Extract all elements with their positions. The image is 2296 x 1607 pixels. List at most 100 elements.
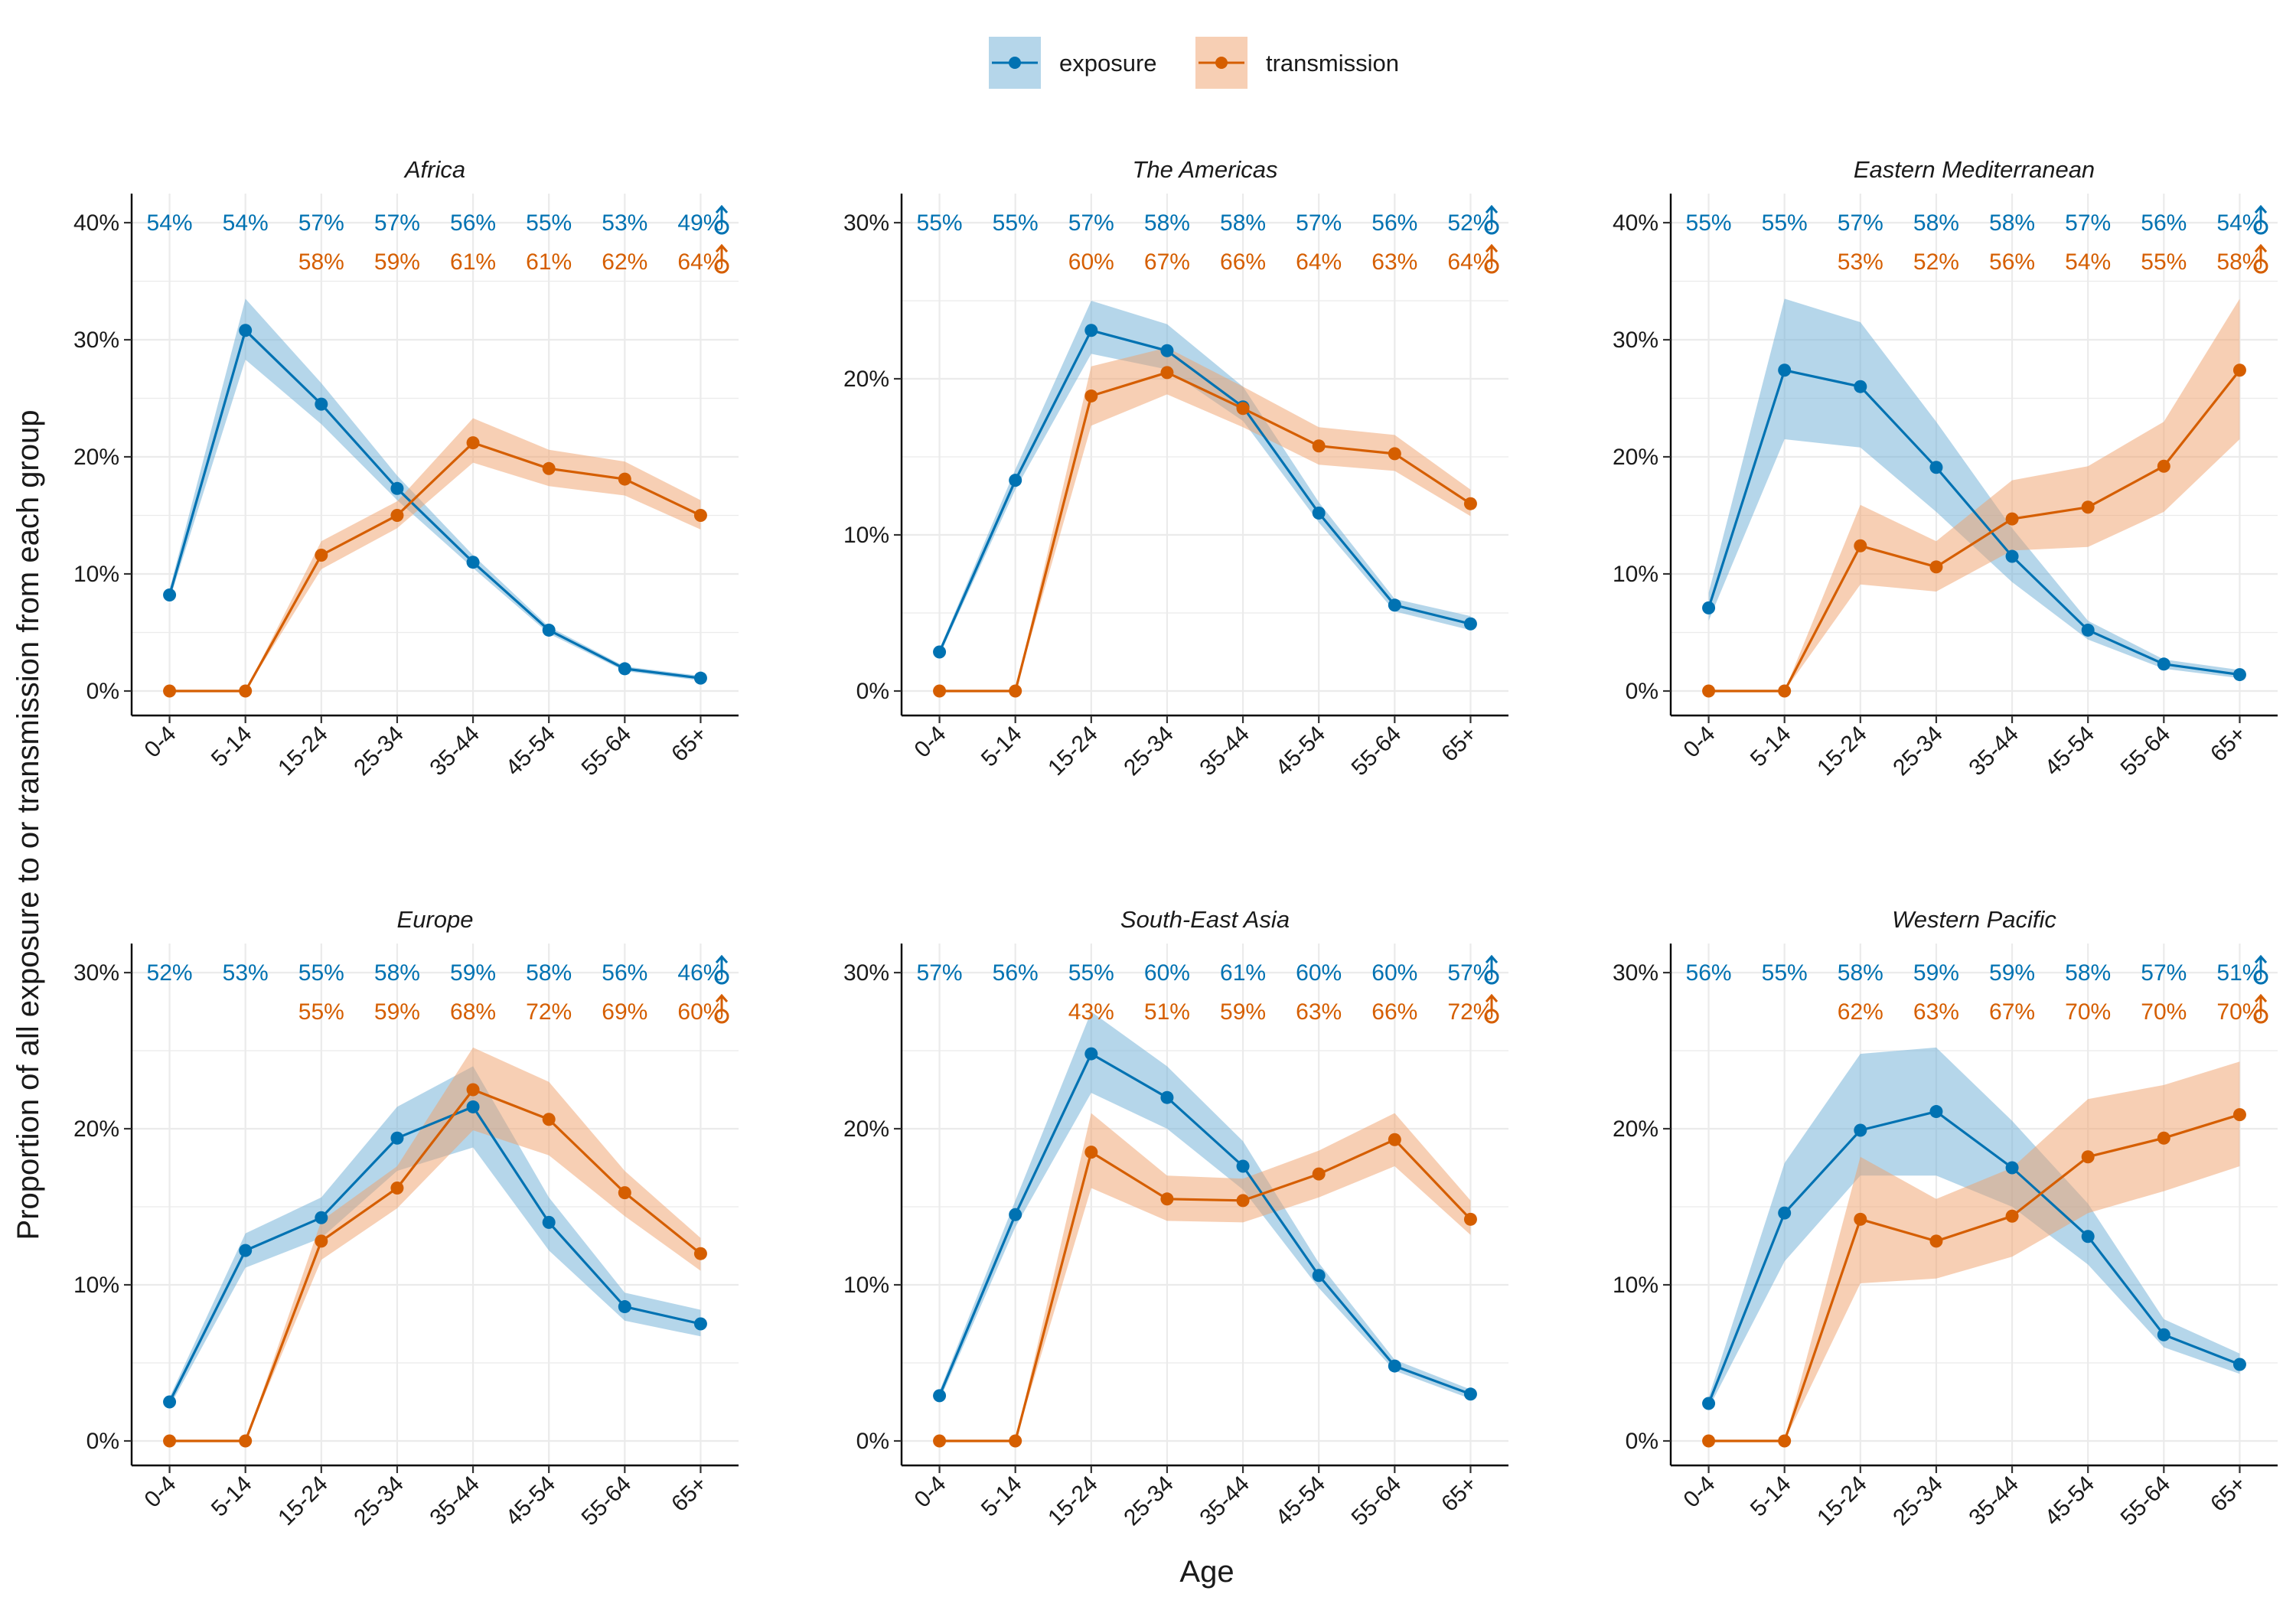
ribbon-transmission-south-east-asia <box>939 1113 1471 1441</box>
legend: exposure transmission <box>989 37 1399 89</box>
y-tick-label-eastern-mediterranean-0: 0% <box>1626 679 1658 704</box>
male-symbol-icon-exposure-europe <box>714 954 729 985</box>
male-pct-exposure-africa-5-14: 54% <box>223 210 269 236</box>
point-exposure-europe-35-44 <box>466 1100 480 1113</box>
male-pct-exposure-europe-25-34: 58% <box>374 960 420 986</box>
legend-key-transmission-point <box>1215 57 1228 69</box>
ribbon-exposure-western-pacific <box>1708 1047 2240 1409</box>
male-pct-transmission-eastern-mediterranean-55-64: 55% <box>2141 249 2187 275</box>
male-pct-transmission-the-americas-35-44: 66% <box>1220 249 1266 275</box>
point-exposure-south-east-asia-45-54 <box>1312 1269 1326 1283</box>
panel-europe: Europe 0% 10% 20% 30% 0-4 5-14 15-24 25-34 35-44 4… <box>73 906 739 1530</box>
x-tick-label-africa-45-54: 45-54 <box>501 722 561 781</box>
point-exposure-the-americas-25-34 <box>1160 344 1174 357</box>
male-pct-exposure-western-pacific-55-64: 57% <box>2141 960 2187 986</box>
male-pct-exposure-europe-0-4: 52% <box>147 960 193 986</box>
point-exposure-eastern-mediterranean-55-64 <box>2157 657 2170 671</box>
panel-title-the-americas: The Americas <box>1132 156 1277 183</box>
male-pct-exposure-western-pacific-45-54: 58% <box>2065 960 2111 986</box>
line-exposure-western-pacific <box>1707 1110 2240 1404</box>
line-exposure-the-americas <box>938 329 1471 653</box>
point-transmission-the-americas-0-4 <box>933 684 947 698</box>
x-tick-label-africa-65: 65+ <box>667 722 712 767</box>
y-tick-label-south-east-asia-20: 20% <box>843 1116 889 1142</box>
male-pct-exposure-europe-5-14: 53% <box>223 960 269 986</box>
legend-item-transmission: transmission <box>1195 37 1399 89</box>
male-pct-transmission-western-pacific-45-54: 70% <box>2065 999 2111 1025</box>
male-pct-exposure-south-east-asia-35-44: 61% <box>1220 960 1266 986</box>
x-tick-label-europe-35-44: 35-44 <box>425 1472 484 1531</box>
point-transmission-europe-35-44 <box>466 1083 480 1097</box>
x-tick-label-the-americas-35-44: 35-44 <box>1195 722 1254 781</box>
male-pct-exposure-eastern-mediterranean-35-44: 58% <box>1989 210 2035 236</box>
panel-title-western-pacific: Western Pacific <box>1892 906 2056 933</box>
point-exposure-the-americas-45-54 <box>1312 506 1326 520</box>
male-pct-transmission-europe-35-44: 68% <box>450 999 496 1025</box>
male-symbol-arrow <box>715 204 729 214</box>
x-tick-label-the-americas-65: 65+ <box>1437 722 1482 767</box>
y-tick-label-europe-20: 20% <box>73 1116 119 1142</box>
panels: Africa 0% 10% 20% 30% 40% 0-4 5-14 15-24 25-34 35-… <box>73 156 2278 1530</box>
point-transmission-south-east-asia-55-64 <box>1388 1133 1401 1146</box>
ribbon-exposure-africa <box>169 298 701 681</box>
ribbon-transmission-europe <box>169 1047 701 1441</box>
point-transmission-western-pacific-65 <box>2232 1108 2246 1122</box>
line-transmission-africa <box>169 441 702 693</box>
x-tick-label-africa-0-4: 0-4 <box>140 722 181 763</box>
x-tick-label-europe-25-34: 25-34 <box>349 1472 409 1531</box>
x-tick-label-eastern-mediterranean-65: 65+ <box>2206 722 2251 767</box>
y-tick-label-africa-20: 20% <box>73 445 119 470</box>
male-pct-exposure-europe-45-54: 58% <box>526 960 572 986</box>
line-transmission-the-americas <box>939 371 1472 693</box>
point-transmission-europe-55-64 <box>618 1186 631 1200</box>
point-exposure-south-east-asia-15-24 <box>1084 1047 1098 1061</box>
point-exposure-africa-0-4 <box>163 588 177 602</box>
x-tick-label-south-east-asia-45-54: 45-54 <box>1271 1472 1331 1531</box>
y-tick-label-africa-40: 40% <box>73 210 119 236</box>
point-exposure-africa-45-54 <box>542 623 556 637</box>
panel-title-eastern-mediterranean: Eastern Mediterranean <box>1854 156 2095 183</box>
x-tick-label-europe-5-14: 5-14 <box>207 1472 257 1522</box>
male-pct-transmission-africa-35-44: 61% <box>450 249 496 275</box>
point-transmission-eastern-mediterranean-55-64 <box>2157 459 2170 473</box>
y-tick-label-western-pacific-0: 0% <box>1626 1429 1658 1454</box>
x-tick-label-africa-5-14: 5-14 <box>207 722 257 772</box>
point-exposure-europe-5-14 <box>239 1244 253 1257</box>
male-symbol-arrow <box>2254 243 2268 253</box>
point-transmission-africa-0-4 <box>163 684 177 698</box>
point-exposure-africa-25-34 <box>390 481 404 495</box>
x-tick-label-the-americas-25-34: 25-34 <box>1119 722 1179 781</box>
y-tick-label-south-east-asia-0: 0% <box>856 1429 889 1454</box>
x-tick-label-eastern-mediterranean-15-24: 15-24 <box>1812 722 1872 781</box>
x-tick-label-south-east-asia-0-4: 0-4 <box>910 1472 951 1513</box>
male-pct-exposure-the-americas-55-64: 56% <box>1371 210 1417 236</box>
legend-label-transmission: transmission <box>1266 50 1399 77</box>
y-tick-label-eastern-mediterranean-30: 30% <box>1613 328 1658 353</box>
line-transmission-eastern-mediterranean <box>1708 369 2241 693</box>
point-exposure-africa-35-44 <box>466 556 480 569</box>
y-axis-title: Proportion of all exposure to or transmi… <box>11 410 45 1240</box>
x-tick-label-western-pacific-5-14: 5-14 <box>1746 1472 1796 1522</box>
y-tick-label-western-pacific-10: 10% <box>1613 1273 1658 1298</box>
point-exposure-europe-0-4 <box>163 1395 177 1409</box>
male-pct-exposure-south-east-asia-55-64: 60% <box>1371 960 1417 986</box>
line-transmission-western-pacific <box>1708 1113 2240 1442</box>
point-transmission-western-pacific-25-34 <box>1929 1234 1943 1248</box>
x-tick-label-the-americas-45-54: 45-54 <box>1271 722 1331 781</box>
point-transmission-western-pacific-35-44 <box>2005 1209 2019 1223</box>
point-exposure-eastern-mediterranean-35-44 <box>2005 549 2019 563</box>
panel-africa: Africa 0% 10% 20% 30% 40% 0-4 5-14 15-24 25-34 35-… <box>73 156 739 781</box>
x-tick-label-south-east-asia-65: 65+ <box>1437 1472 1482 1517</box>
male-symbol-arrow <box>2254 993 2268 1002</box>
point-transmission-western-pacific-0-4 <box>1702 1434 1716 1448</box>
male-pct-transmission-africa-25-34: 59% <box>374 249 420 275</box>
male-symbol-arrow <box>1485 204 1499 214</box>
x-tick-label-the-americas-55-64: 55-64 <box>1347 722 1407 781</box>
male-pct-transmission-europe-45-54: 72% <box>526 999 572 1025</box>
male-symbol-icon-transmission-south-east-asia <box>1484 993 1499 1024</box>
point-exposure-south-east-asia-0-4 <box>933 1389 947 1403</box>
point-exposure-the-americas-55-64 <box>1388 598 1401 612</box>
x-tick-label-africa-55-64: 55-64 <box>577 722 637 781</box>
panel-eastern-mediterranean: Eastern Mediterranean 0% 10% 20% 30% 40% 0-4 5-… <box>1613 156 2278 781</box>
